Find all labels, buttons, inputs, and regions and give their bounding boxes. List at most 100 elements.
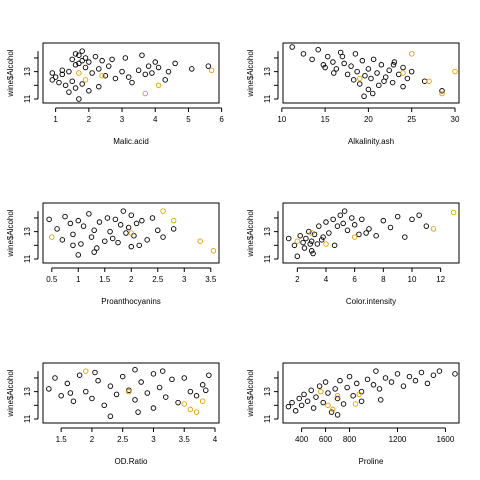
- data-point: [314, 241, 321, 247]
- data-point: [150, 405, 157, 411]
- data-point: [59, 71, 66, 78]
- data-point: [89, 70, 95, 76]
- panel-5: 1.5 2 2.5 3 3.5 4 OD.Ratio 11 13 wine$Alcohol: [6, 362, 220, 466]
- y-axis: 11 13: [263, 211, 279, 263]
- data-point: [83, 368, 89, 374]
- data-point: [297, 232, 303, 239]
- x-tick-label: 3: [120, 115, 125, 124]
- data-point: [285, 235, 292, 242]
- data-point: [159, 368, 166, 374]
- data-point: [120, 208, 127, 214]
- data-points: [46, 366, 212, 420]
- data-point: [199, 382, 206, 388]
- y-axis: 11 13: [23, 211, 39, 263]
- y-tick-label: 13: [23, 387, 32, 396]
- data-point: [370, 382, 377, 388]
- data-point: [66, 68, 72, 75]
- data-point: [52, 375, 58, 381]
- data-point: [352, 51, 359, 57]
- data-point: [292, 408, 299, 414]
- data-point: [315, 46, 321, 53]
- data-point: [402, 234, 408, 240]
- data-point: [181, 401, 187, 407]
- y-axis-title: wine$Alcohol: [6, 369, 15, 417]
- data-point: [308, 248, 315, 254]
- y-tick-label: 13: [23, 67, 32, 76]
- data-point: [308, 387, 314, 394]
- data-point: [101, 402, 107, 409]
- data-point: [144, 390, 151, 396]
- data-point: [155, 82, 162, 89]
- data-point: [316, 383, 323, 389]
- data-point: [426, 78, 432, 84]
- x-axis-title: Proline: [359, 457, 384, 466]
- data-point: [326, 230, 332, 236]
- data-point: [416, 212, 422, 218]
- data-point: [296, 395, 302, 402]
- data-point: [104, 215, 111, 221]
- data-point: [107, 383, 114, 389]
- panel-4: 2 4 6 8 10 12 Color.intensity 11 13 wine$Alcohol: [246, 202, 460, 306]
- data-point: [344, 71, 351, 78]
- data-point: [72, 51, 79, 57]
- data-point: [125, 224, 132, 231]
- data-point: [142, 90, 149, 97]
- data-point: [337, 212, 344, 218]
- data-point: [368, 75, 374, 82]
- data-point: [344, 384, 350, 391]
- data-point: [320, 399, 326, 406]
- data-point: [170, 217, 177, 224]
- x-tick-label: 2: [90, 435, 95, 444]
- data-point: [128, 230, 135, 236]
- y-axis: 11 13: [23, 51, 39, 103]
- x-axis-title: Alkalinity.ash: [348, 137, 394, 146]
- data-point: [82, 55, 89, 61]
- data-point: [301, 245, 308, 251]
- data-point: [306, 228, 312, 235]
- y-tick-label: 11: [23, 254, 32, 263]
- data-point: [387, 224, 394, 231]
- x-tick-label: 400: [295, 435, 309, 444]
- data-point: [187, 406, 194, 413]
- data-point: [131, 232, 137, 239]
- data-point: [356, 231, 362, 238]
- x-tick-label: 10: [277, 115, 286, 124]
- data-point: [452, 371, 458, 377]
- data-point: [96, 66, 102, 72]
- data-point: [325, 390, 331, 396]
- data-point: [156, 384, 163, 391]
- data-point: [450, 209, 457, 216]
- data-point: [390, 62, 397, 68]
- x-tick-label: 1.5: [56, 435, 68, 444]
- data-point: [46, 386, 52, 392]
- x-axis: 2 4 6 8 10 12: [295, 267, 446, 284]
- data-point: [423, 223, 430, 229]
- data-point: [361, 93, 367, 100]
- y-tick-label: 13: [263, 387, 272, 396]
- x-axis: 0.5 1 1.5 2 2.5 3 3.5: [46, 267, 217, 284]
- data-point: [352, 401, 359, 407]
- x-tick-label: 1600: [437, 435, 455, 444]
- x-tick-label: 12: [436, 275, 445, 284]
- data-point: [359, 216, 365, 223]
- data-point: [95, 377, 101, 384]
- data-point: [337, 377, 343, 384]
- data-point: [203, 387, 209, 394]
- data-point: [79, 57, 85, 64]
- data-point: [436, 368, 443, 374]
- data-point: [149, 215, 156, 221]
- y-tick-label: 11: [23, 414, 32, 423]
- data-point: [400, 83, 406, 90]
- data-point: [348, 63, 354, 69]
- data-point: [291, 242, 298, 249]
- data-point: [125, 74, 132, 80]
- data-point: [289, 399, 295, 406]
- data-point: [377, 397, 384, 403]
- data-point: [208, 67, 215, 74]
- data-point: [294, 238, 301, 244]
- data-point: [359, 57, 366, 64]
- x-tick-label: 4: [153, 115, 158, 124]
- data-point: [349, 215, 355, 221]
- data-point: [340, 401, 347, 407]
